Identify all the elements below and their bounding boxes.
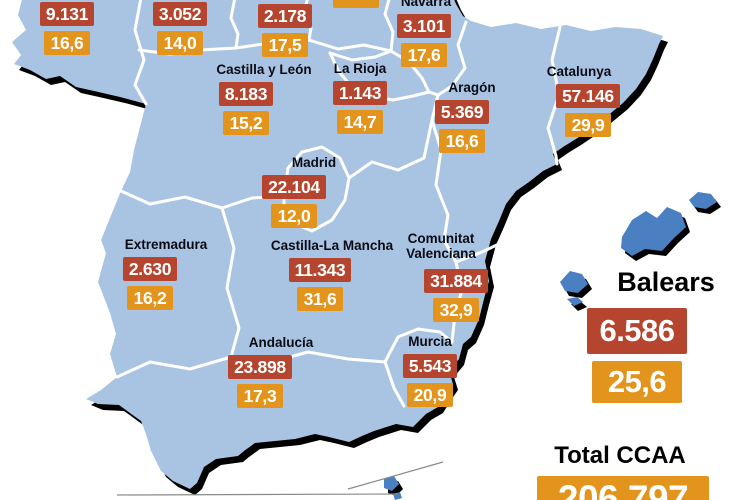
region-aragon: Aragón 5.369 16,6 (392, 80, 532, 153)
region-label: La Rioja (333, 61, 387, 76)
region-extremadura: Extremadura 2.630 16,2 (80, 237, 220, 310)
region-label: Catalunya (546, 64, 612, 79)
balearic-islands (560, 192, 717, 306)
rate-badge: 31,6 (297, 287, 343, 311)
rate-badge: 16,2 (127, 286, 173, 310)
total-value-badge: 206.797 (537, 476, 709, 500)
value-badge: 2.178 (257, 4, 313, 28)
rate-badge: 16,6 (439, 129, 485, 153)
region-madrid: Madrid 22.104 12,0 (224, 155, 364, 228)
region-label: Madrid (291, 155, 337, 170)
value-badge: 3.101 (396, 14, 452, 38)
value-badge: 5.369 (434, 100, 490, 124)
value-badge: 5.543 (402, 354, 458, 378)
region-navarra: Navarra 3.101 17,6 (354, 0, 494, 67)
region-label: Andalucía (248, 335, 314, 350)
region-label: Comunitat Valenciana (406, 231, 476, 261)
region-cantabria: 2.178 17,5 (215, 4, 355, 57)
region-castilla-y-leon: Castilla y León 8.183 15,2 (176, 62, 316, 135)
value-badge: 8.183 (218, 82, 274, 106)
value-badge: 57.146 (556, 84, 620, 108)
value-badge: 23.898 (228, 355, 292, 379)
value-badge: 11.343 (288, 258, 352, 282)
value-badge: 22.104 (262, 175, 326, 199)
region-andalucia: Andalucía 23.898 17,3 (190, 335, 330, 408)
rate-badge: 17,6 (401, 43, 447, 67)
rate-badge: 12,0 (271, 204, 317, 228)
cutoff-rate-box (333, 0, 379, 8)
value-badge: 6.586 (587, 308, 687, 354)
canary-inset-frame (116, 461, 444, 496)
value-badge: 31.884 (424, 269, 488, 293)
total-label: Total CCAA (554, 442, 686, 469)
value-badge: 9.131 (39, 2, 95, 26)
region-label: Aragón (448, 80, 496, 95)
region-label: Balears (617, 267, 715, 297)
rate-badge: 29,9 (565, 113, 611, 137)
rate-badge: 32,9 (433, 298, 479, 322)
value-badge: 3.052 (152, 2, 208, 26)
region-comunitat-valenciana: Comunitat Valenciana 31.884 32,9 (386, 231, 526, 322)
region-balears: Balears 6.586 25,6 (557, 268, 717, 403)
rate-badge: 17,3 (237, 384, 283, 408)
rate-badge: 14,7 (337, 110, 383, 134)
rate-badge: 20,9 (407, 383, 453, 407)
region-label: Extremadura (124, 237, 208, 252)
region-galicia: 9.131 16,6 (0, 2, 137, 55)
region-label: Castilla y León (216, 62, 312, 77)
rate-badge: 25,6 (592, 361, 682, 403)
menorca-island (689, 192, 717, 209)
rate-badge: 17,5 (262, 33, 308, 57)
region-label: Murcia (408, 334, 452, 349)
region-catalunya: Catalunya 57.146 29,9 (518, 64, 658, 137)
total-ccaa: Total CCAA 206.797 (523, 443, 723, 500)
region-castilla-la-mancha: Castilla-La Mancha 11.343 31,6 (250, 238, 394, 311)
rate-badge: 14,0 (157, 31, 203, 55)
mallorca-island (621, 207, 686, 256)
region-murcia: Murcia 5.543 20,9 (360, 334, 500, 407)
region-la-rioja: La Rioja 1.143 14,7 (290, 61, 430, 134)
region-label: Navarra (400, 0, 452, 9)
rate-badge: 16,6 (44, 31, 90, 55)
value-badge: 2.630 (122, 257, 178, 281)
ibiza-island (560, 271, 588, 293)
value-badge: 1.143 (332, 81, 388, 105)
formentera-island (567, 297, 583, 306)
rate-badge: 15,2 (223, 111, 269, 135)
region-asturias: 3.052 14,0 (110, 2, 250, 55)
region-label: Castilla-La Mancha (270, 238, 394, 253)
